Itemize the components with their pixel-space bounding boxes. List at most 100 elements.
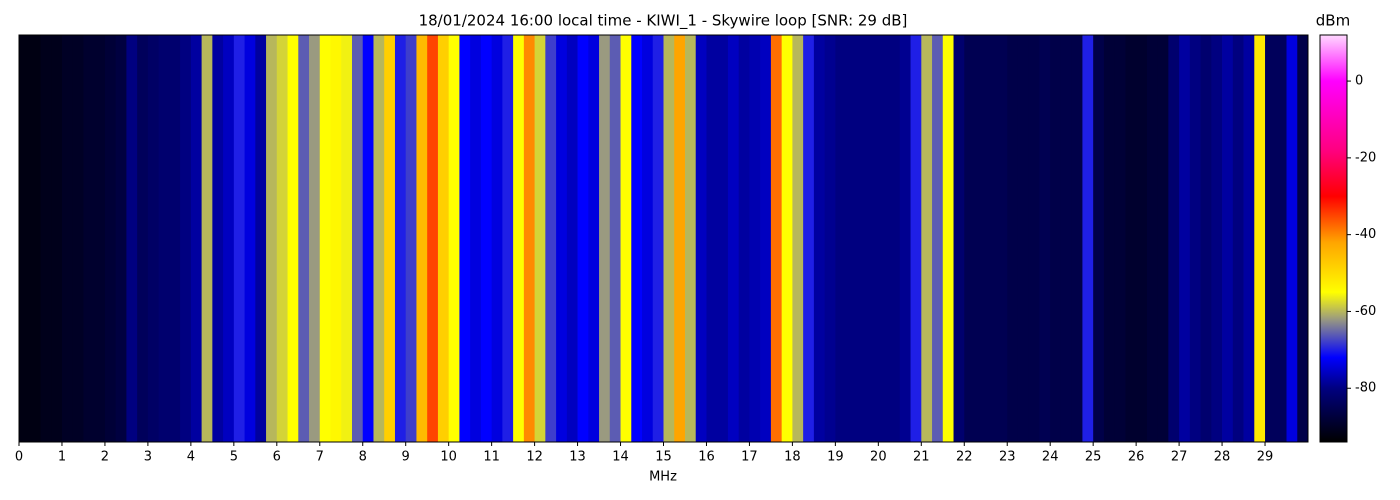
x-tick-label: 22 xyxy=(956,450,973,465)
spectrum-cell xyxy=(341,35,353,442)
spectrum-cell xyxy=(781,35,793,442)
colorbar-tick-label: -20 xyxy=(1355,150,1376,165)
spectrum-cell xyxy=(287,35,299,442)
x-tick-label: 0 xyxy=(15,450,23,465)
spectrum-cell xyxy=(932,35,944,442)
spectrum-cell xyxy=(663,35,675,442)
spectrum-cell xyxy=(953,35,965,442)
colorbar-tick-label: -40 xyxy=(1355,227,1376,242)
spectrum-cell xyxy=(384,35,396,442)
spectrum-cell xyxy=(266,35,278,442)
spectrum-cell xyxy=(824,35,836,442)
spectrum-cell xyxy=(534,35,546,442)
x-tick-label: 19 xyxy=(827,450,844,465)
spectrum-cell xyxy=(1254,35,1266,442)
spectrum-cell xyxy=(921,35,933,442)
spectrum-cell xyxy=(760,35,772,442)
spectrum-cell xyxy=(588,35,600,442)
spectrum-cell xyxy=(115,35,127,442)
spectrum-cell xyxy=(373,35,385,442)
spectrum-cell xyxy=(706,35,718,442)
spectrum-cell xyxy=(1050,35,1062,442)
spectrum-cell xyxy=(1103,35,1116,442)
spectrum-cell xyxy=(652,35,664,442)
spectrum-cell xyxy=(416,35,428,442)
spectrum-cell xyxy=(985,35,997,442)
x-tick-label: 11 xyxy=(483,450,500,465)
spectrum-cell xyxy=(169,35,181,442)
x-tick-label: 2 xyxy=(101,450,109,465)
colorbar-label: dBm xyxy=(1316,12,1350,30)
spectrum-cell xyxy=(1082,35,1094,442)
x-tick-label: 26 xyxy=(1128,450,1145,465)
x-tick-label: 29 xyxy=(1257,450,1274,465)
x-tick-label: 3 xyxy=(144,450,152,465)
spectrum-cell xyxy=(244,35,256,442)
spectrum-cell xyxy=(792,35,804,442)
spectrum-cell xyxy=(599,35,611,442)
spectrum-cell xyxy=(1125,35,1137,442)
x-tick-label: 6 xyxy=(273,450,281,465)
x-tick-label: 24 xyxy=(1042,450,1059,465)
colorbar-tick-label: -60 xyxy=(1355,304,1376,319)
x-tick-label: 27 xyxy=(1171,450,1188,465)
spectrum-cell xyxy=(770,35,783,442)
spectrum-cell xyxy=(738,35,750,442)
spectrum-cell xyxy=(1028,35,1040,442)
x-tick-label: 18 xyxy=(784,450,801,465)
spectrum-cell xyxy=(351,35,364,442)
spectrum-cell xyxy=(72,35,84,442)
x-tick-label: 1 xyxy=(58,450,66,465)
spectrum-cell xyxy=(1211,35,1223,442)
spectrum-cell xyxy=(405,35,417,442)
x-tick-label: 16 xyxy=(698,450,715,465)
spectrum-cell xyxy=(727,35,740,442)
spectrum-cell xyxy=(835,35,847,442)
spectrum-cell xyxy=(1114,35,1126,442)
spectrum-cell xyxy=(94,35,106,442)
spectrum-cell xyxy=(717,35,729,442)
spectrum-cell xyxy=(437,35,450,442)
colorbar xyxy=(1319,34,1348,443)
spectrum-cell xyxy=(298,35,310,442)
x-tick-label: 9 xyxy=(402,450,410,465)
spectrum-cell xyxy=(1275,35,1287,442)
x-tick-label: 17 xyxy=(741,450,758,465)
spectrum-cell xyxy=(1071,35,1083,442)
spectrum-cell xyxy=(1093,35,1105,442)
spectrum-cell xyxy=(459,35,471,442)
chart-title: 18/01/2024 16:00 local time - KIWI_1 - S… xyxy=(419,12,908,31)
spectrum-cell xyxy=(147,35,160,442)
x-tick-label: 28 xyxy=(1214,450,1231,465)
x-tick-label: 10 xyxy=(440,450,457,465)
spectrum-cell xyxy=(362,35,374,442)
spectrum-cell xyxy=(137,35,149,442)
spectrum-cell xyxy=(480,35,493,442)
x-tick-label: 14 xyxy=(612,450,629,465)
spectrum-cell xyxy=(126,35,138,442)
spectrum-cell xyxy=(201,35,213,442)
spectrum-cell xyxy=(104,35,117,442)
spectrum-cell xyxy=(964,35,976,442)
x-tick-label: 21 xyxy=(913,450,930,465)
spectrum-cell xyxy=(51,35,63,442)
spectrum-cell xyxy=(523,35,535,442)
spectrum-cell xyxy=(577,35,589,442)
spectrum-cell xyxy=(609,35,621,442)
spectrum-cell xyxy=(255,35,267,442)
spectrum-cell xyxy=(427,35,439,442)
spectrum-cell xyxy=(190,35,203,442)
spectrum-cell xyxy=(319,35,331,442)
spectrum-cell xyxy=(996,35,1008,442)
spectrum-cell xyxy=(1189,35,1201,442)
spectrum-cell xyxy=(878,35,890,442)
spectrum-cell xyxy=(1179,35,1191,442)
spectrum-cell xyxy=(276,35,288,442)
spectrum-cell xyxy=(83,35,95,442)
spectrum-cell xyxy=(330,35,342,442)
spectrum-cell xyxy=(1017,35,1030,442)
spectrum-cell xyxy=(867,35,879,442)
spectrum-cell xyxy=(749,35,761,442)
spectrum-cell xyxy=(695,35,707,442)
